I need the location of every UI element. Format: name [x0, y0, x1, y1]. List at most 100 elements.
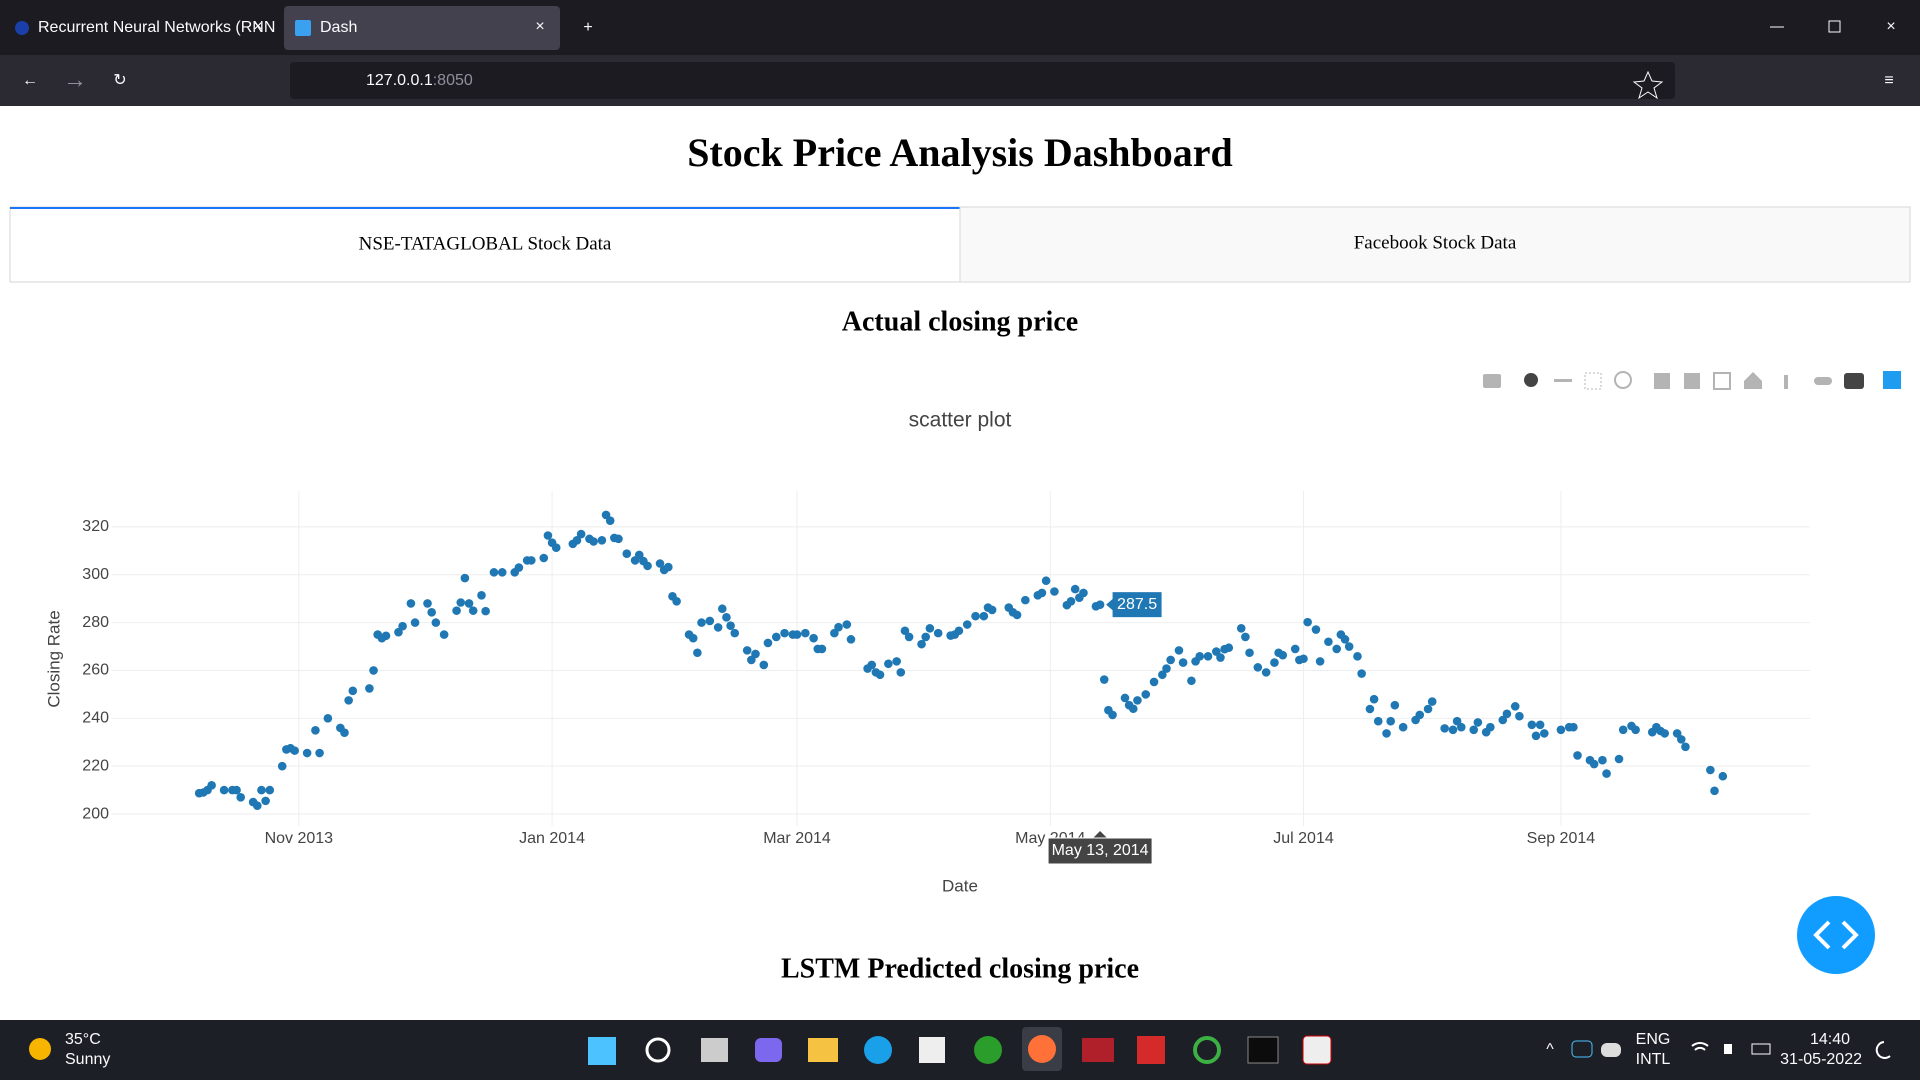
point [971, 611, 980, 621]
battery[interactable] [1751, 1043, 1771, 1055]
point [1324, 637, 1333, 647]
point [1539, 729, 1549, 738]
point [1245, 648, 1254, 658]
wps[interactable] [1137, 1036, 1165, 1064]
point [1079, 588, 1088, 598]
point [576, 529, 586, 539]
bookmark[interactable] [1632, 70, 1664, 100]
tab-label[interactable]: Facebook Stock Data [1354, 232, 1517, 253]
plotly-logo[interactable] [1883, 371, 1901, 389]
weather-temp[interactable]: 35°C [65, 1031, 101, 1048]
edge[interactable] [864, 1036, 892, 1064]
search[interactable] [645, 1037, 671, 1063]
explorer[interactable] [808, 1038, 838, 1062]
keyboard-layout[interactable]: INTL [1636, 1051, 1671, 1068]
modebar-button[interactable] [1483, 374, 1501, 388]
new-tab[interactable]: + [583, 19, 592, 36]
restore[interactable] [1828, 20, 1841, 33]
tab-active[interactable] [284, 6, 560, 50]
point [1253, 663, 1263, 672]
y-tick-label: 260 [82, 662, 109, 679]
point [1066, 597, 1076, 606]
point [468, 606, 478, 615]
back[interactable]: ← [22, 72, 38, 89]
chat[interactable] [755, 1038, 782, 1062]
point [1681, 742, 1690, 752]
app[interactable] [1302, 1035, 1332, 1065]
point [614, 534, 623, 544]
point [1261, 668, 1271, 677]
tray-chevron[interactable]: ^ [1546, 1041, 1554, 1058]
point [1569, 722, 1578, 732]
modebar-button[interactable] [1784, 375, 1788, 389]
tab[interactable] [10, 6, 272, 50]
modebar-button[interactable] [1654, 373, 1670, 389]
y-axis-title: Closing Rate [44, 610, 63, 707]
xbox[interactable] [974, 1036, 1002, 1064]
terminal[interactable] [1247, 1036, 1279, 1064]
clock-date[interactable]: 31-05-2022 [1780, 1051, 1862, 1068]
tab-label[interactable]: NSE-TATAGLOBAL Stock Data [359, 233, 612, 254]
firefox[interactable] [1028, 1035, 1056, 1063]
point [439, 630, 449, 639]
notifications[interactable] [1875, 1041, 1891, 1059]
tab-unselected[interactable] [959, 206, 1911, 283]
point [1241, 632, 1250, 642]
tab-selected[interactable] [9, 206, 961, 283]
point [514, 563, 524, 572]
modebar-button[interactable] [1684, 373, 1700, 389]
modebar-button[interactable] [1614, 371, 1632, 389]
reload[interactable]: ↻ [113, 72, 126, 89]
modebar-button[interactable] [1814, 377, 1832, 385]
tray-icon[interactable] [1571, 1040, 1593, 1058]
point [672, 597, 681, 606]
store[interactable] [919, 1037, 945, 1063]
tray-icon[interactable] [1601, 1043, 1621, 1057]
point [900, 626, 910, 636]
modebar-button[interactable] [1584, 372, 1602, 390]
hover-x-box [1047, 837, 1153, 865]
point [1510, 702, 1520, 711]
point [1365, 704, 1375, 714]
point [1203, 652, 1213, 661]
modebar-button[interactable] [1554, 379, 1572, 382]
modebar-button[interactable] [1744, 372, 1762, 389]
menu[interactable]: ≡ [1884, 72, 1893, 89]
weather-desc[interactable]: Sunny [65, 1051, 110, 1068]
point [219, 785, 229, 795]
modebar [1483, 371, 1901, 390]
point [261, 796, 270, 806]
volume[interactable] [1724, 1044, 1732, 1054]
tab-close[interactable]: × [253, 18, 262, 35]
x-axis-title: Date [942, 876, 978, 895]
y-tick-label: 200 [82, 805, 109, 822]
tab-close[interactable]: × [535, 18, 544, 35]
point [1710, 786, 1719, 796]
url-bar[interactable] [290, 62, 1675, 99]
point [809, 633, 818, 643]
point [1340, 635, 1350, 644]
clock-time[interactable]: 14:40 [1810, 1031, 1850, 1048]
app[interactable] [1082, 1038, 1114, 1062]
modebar-button[interactable] [1844, 373, 1864, 389]
modebar-button[interactable] [1713, 372, 1731, 390]
point [1070, 584, 1080, 594]
weather-icon[interactable] [29, 1038, 51, 1060]
app[interactable] [1193, 1036, 1221, 1064]
task-view[interactable] [701, 1038, 728, 1062]
debug-button[interactable] [1797, 896, 1875, 974]
tab-title[interactable]: Dash [320, 19, 357, 36]
point [1423, 704, 1433, 714]
point [1589, 759, 1599, 769]
wifi[interactable] [1691, 1042, 1709, 1051]
tab-title[interactable]: Recurrent Neural Networks (RNN [38, 19, 275, 36]
point [730, 628, 740, 638]
point [1236, 624, 1246, 633]
language[interactable]: ENG [1636, 1031, 1671, 1048]
close-window[interactable]: × [1886, 18, 1895, 35]
modebar-button[interactable] [1524, 373, 1538, 387]
point [290, 746, 299, 755]
x-tick-label: Jan 2014 [519, 830, 585, 847]
forward[interactable]: → [63, 66, 87, 93]
start[interactable] [588, 1037, 616, 1065]
